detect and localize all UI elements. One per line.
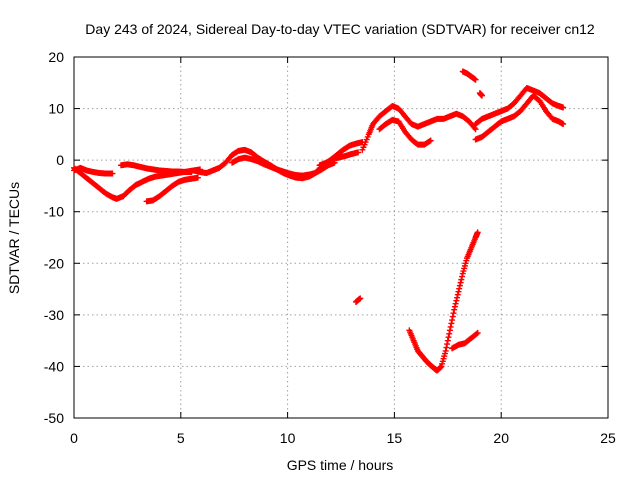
series-track-q [406,229,481,374]
data-point [560,121,567,128]
series-track-i [316,149,362,169]
series-track-j [359,102,479,153]
x-tick-label: 25 [600,430,616,446]
series-track-r [449,329,481,352]
data-point [454,294,461,301]
series-track-e [143,174,201,205]
y-tick-label: 10 [48,101,64,117]
data-point [109,170,116,177]
x-tick-label: 10 [280,430,296,446]
y-tick-label: -30 [44,307,64,323]
y-tick-label: -20 [44,255,64,271]
y-tick-label: 0 [56,152,64,168]
data-point [453,297,460,304]
data-point [443,344,450,351]
series-track-n [472,84,567,128]
data-point [447,323,454,330]
series-track-l [459,68,479,83]
data-point [474,229,481,236]
axis-ticks [73,56,609,419]
series-track-o [472,92,567,143]
y-axis-label: SDTVAR / TECUs [6,182,22,294]
data-point [449,313,456,320]
data-point [456,285,463,292]
series-track-c [71,164,116,177]
data-point [474,329,481,336]
series-track-m [476,90,485,99]
data-point [456,282,463,289]
data-marks [71,68,567,374]
data-point [472,126,479,133]
data-point [355,149,362,156]
data-point [444,337,451,344]
x-tick-label: 15 [387,430,403,446]
data-point [448,320,455,327]
x-tick-label: 5 [177,430,185,446]
data-point [471,124,478,131]
tick-labels: 0 5 10 15 20 25 -50 -40 -30 -20 -10 0 10 20 [44,49,616,446]
data-point [194,174,201,181]
data-point [455,288,462,295]
data-point [446,327,453,334]
data-point [451,303,458,310]
data-point [446,330,453,337]
data-point [458,276,465,283]
grid [74,57,608,418]
y-tick-label: -50 [44,410,64,426]
data-point [457,279,464,286]
data-point [427,137,434,144]
x-tick-label: 20 [493,430,509,446]
data-point [473,330,480,337]
series-track-p [352,295,364,305]
plot-frame [73,56,609,419]
x-axis-label: GPS time / hours [287,457,394,473]
data-point [445,334,452,341]
series-track-g [229,154,319,179]
data-point [560,104,567,111]
y-tick-label: -10 [44,204,64,220]
data-point [459,273,466,280]
data-point [442,347,449,354]
data-point [449,317,456,324]
x-tick-label: 0 [70,430,78,446]
data-point [357,295,364,302]
series-track-k [376,116,434,148]
data-point [444,341,451,348]
data-point [450,310,457,317]
y-tick-label: 20 [48,49,64,65]
data-point [472,76,479,83]
chart-title: Day 243 of 2024, Sidereal Day-to-day VTE… [85,21,595,37]
data-point [452,300,459,307]
y-tick-label: -40 [44,358,64,374]
data-point [454,291,461,298]
data-point [451,306,458,313]
data-point [478,92,485,99]
series-track-d [117,161,195,176]
